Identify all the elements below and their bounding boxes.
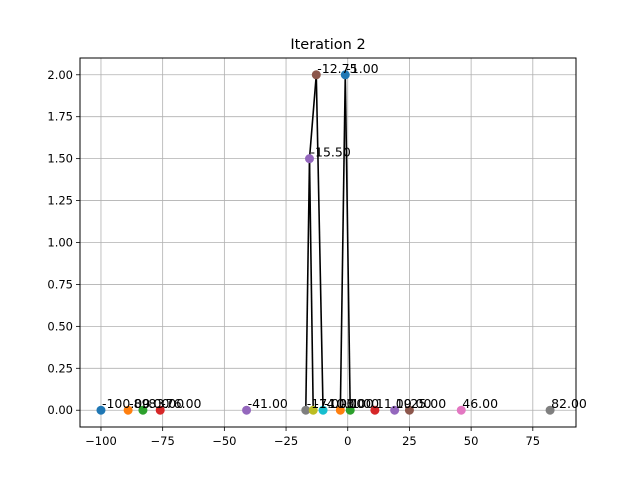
x-tick-label: −50 xyxy=(212,434,236,448)
data-point-label: -76.00 xyxy=(161,396,201,411)
edge-line xyxy=(339,74,347,411)
x-tick-label: 75 xyxy=(525,434,540,448)
data-point xyxy=(123,405,133,415)
data-point xyxy=(96,405,106,415)
data-point xyxy=(335,405,345,415)
y-tick-label: 1.25 xyxy=(47,194,73,208)
data-point-label: 19.00 xyxy=(396,396,432,411)
data-point-label: -41.00 xyxy=(248,396,288,411)
x-axis-ticks: −100 −75 −50 −25 0 25 50 75 xyxy=(85,427,540,448)
data-point-label: -17.00 xyxy=(307,396,347,411)
data-point xyxy=(311,70,321,80)
data-point-label: -12.75 xyxy=(317,61,357,76)
data-point xyxy=(138,405,148,415)
data-point-label: -14.00 xyxy=(314,396,354,411)
data-point-label: -100.00 xyxy=(102,396,150,411)
data-point-label: -1.00 xyxy=(346,61,378,76)
x-tick-label: −100 xyxy=(85,434,117,448)
data-point-label: 25.00 xyxy=(410,396,446,411)
y-tick-label: 1.75 xyxy=(47,110,73,124)
data-point xyxy=(390,405,400,415)
data-point-label: -83.00 xyxy=(144,396,184,411)
data-point xyxy=(308,405,318,415)
data-point-label: 82.00 xyxy=(551,396,587,411)
x-tick-label: −25 xyxy=(274,434,298,448)
data-point-label: -3.00 xyxy=(341,396,373,411)
edge-line xyxy=(304,158,311,411)
data-point-label: 11.00 xyxy=(376,396,412,411)
y-axis-ticks: 0.00 0.25 0.50 0.75 1.00 1.25 1.50 1.75 2.00 xyxy=(47,68,80,417)
data-point xyxy=(242,405,252,415)
y-tick-label: 1.50 xyxy=(47,152,73,166)
data-point-label: 46.00 xyxy=(462,396,498,411)
data-point xyxy=(545,405,555,415)
edge-line xyxy=(315,74,324,411)
x-tick-label: 25 xyxy=(402,434,417,448)
y-tick-label: 0.25 xyxy=(47,361,73,375)
data-point xyxy=(370,405,380,415)
edge-line xyxy=(308,74,318,159)
data-point xyxy=(456,405,466,415)
data-point-label: -10.00 xyxy=(324,396,364,411)
edges xyxy=(304,74,352,411)
y-tick-label: 0.75 xyxy=(47,277,73,291)
data-point xyxy=(155,405,165,415)
x-tick-label: −75 xyxy=(151,434,175,448)
data-point-label: -89.00 xyxy=(129,396,169,411)
point-labels: -100.00-89.00-83.00-76.00 -41.00 -17.00-14… xyxy=(102,61,587,411)
edge-line xyxy=(344,74,352,411)
points xyxy=(96,70,555,415)
data-point xyxy=(345,405,355,415)
grid xyxy=(80,58,576,427)
x-tick-label: 0 xyxy=(344,434,351,448)
chart-title: Iteration 2 xyxy=(290,37,365,53)
x-tick-label: 50 xyxy=(464,434,479,448)
data-point-label: 1.00 xyxy=(351,396,379,411)
y-tick-label: 1.00 xyxy=(47,236,73,250)
data-point-label: -15.50 xyxy=(310,145,350,160)
y-tick-label: 0.50 xyxy=(47,319,73,333)
data-point xyxy=(301,405,311,415)
data-point xyxy=(404,405,414,415)
data-point xyxy=(318,405,328,415)
y-tick-label: 2.00 xyxy=(47,68,73,82)
y-tick-label: 0.00 xyxy=(47,403,73,417)
data-point xyxy=(340,70,350,80)
data-point xyxy=(304,154,314,164)
edge-line xyxy=(308,158,314,411)
